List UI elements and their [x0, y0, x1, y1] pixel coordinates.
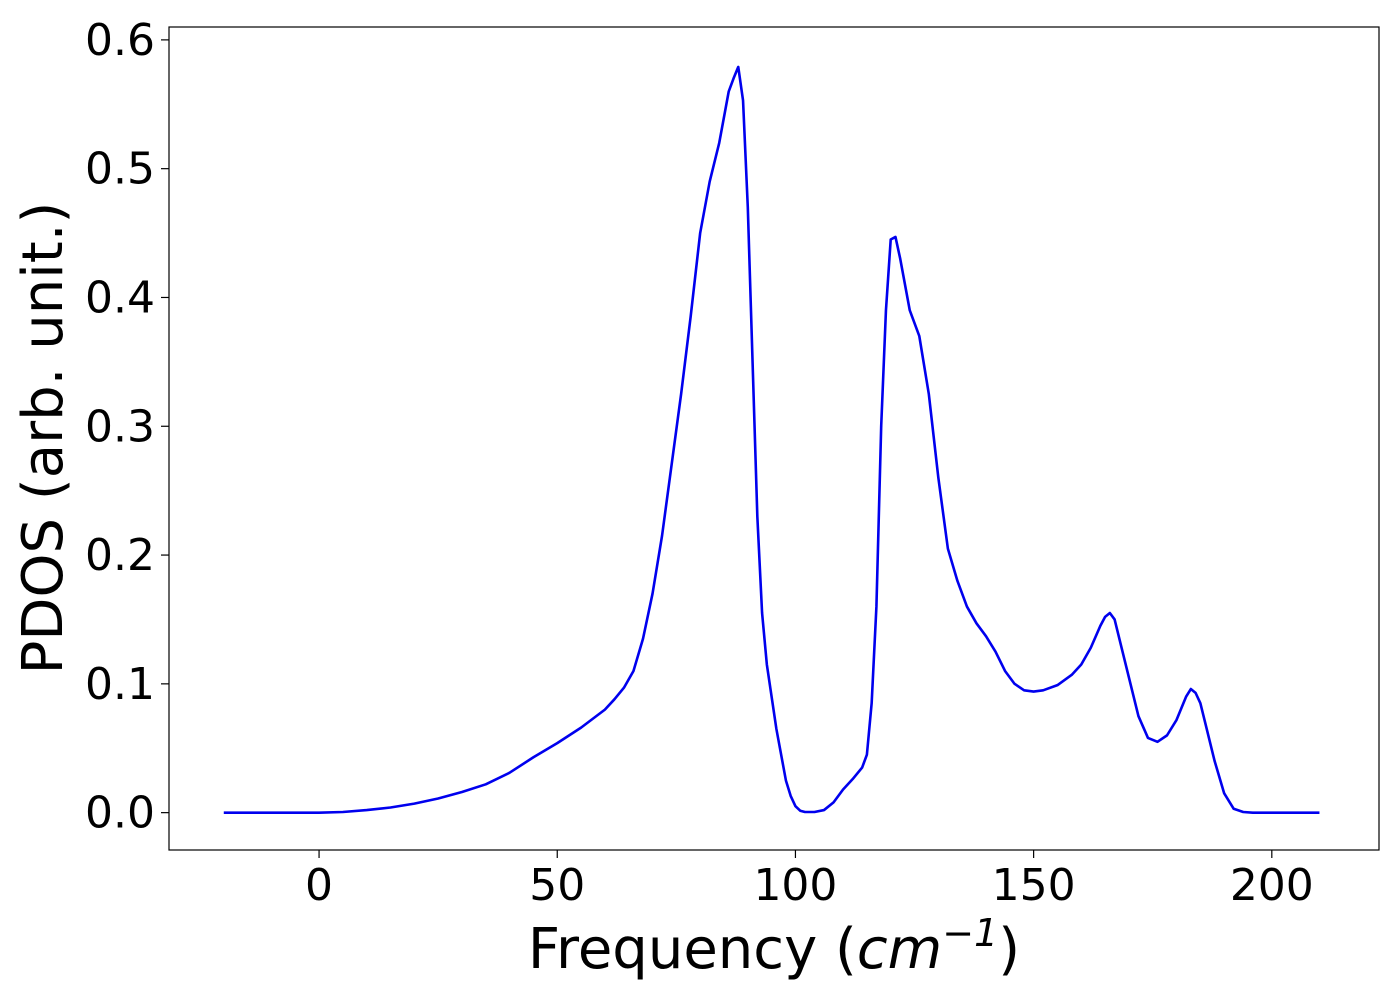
x-axis-ticks: 0 50 100 150 200: [305, 850, 1314, 911]
x-tick-label: 0: [305, 860, 333, 911]
y-tick-label: 0.2: [85, 530, 155, 581]
y-tick-label: 0.3: [85, 401, 155, 452]
y-axis-label: PDOS (arb. unit.): [11, 202, 76, 675]
x-axis-label-unit: cm: [857, 917, 942, 982]
x-axis-label-prefix: Frequency (: [528, 917, 857, 982]
y-tick-label: 0.6: [85, 15, 155, 66]
y-tick-label: 0.0: [85, 788, 155, 839]
x-tick-label: 150: [992, 860, 1076, 911]
y-tick-label: 0.1: [85, 659, 155, 710]
series-layer: [223, 65, 1320, 814]
x-axis-label-suffix: ): [998, 917, 1020, 982]
y-axis-ticks: 0.0 0.1 0.2 0.3 0.4 0.5 0.6: [85, 15, 169, 839]
pdos-line-0: [223, 65, 1320, 814]
x-tick-label: 200: [1230, 860, 1314, 911]
y-tick-label: 0.4: [85, 272, 155, 323]
x-tick-label: 50: [529, 860, 585, 911]
plot-background: [169, 27, 1379, 850]
y-tick-label: 0.5: [85, 144, 155, 195]
x-tick-label: 100: [753, 860, 837, 911]
x-axis-label-exponent: −1: [942, 911, 998, 955]
x-axis-label: Frequency (cm−1): [528, 911, 1020, 982]
plot-frame: [168, 26, 1380, 851]
